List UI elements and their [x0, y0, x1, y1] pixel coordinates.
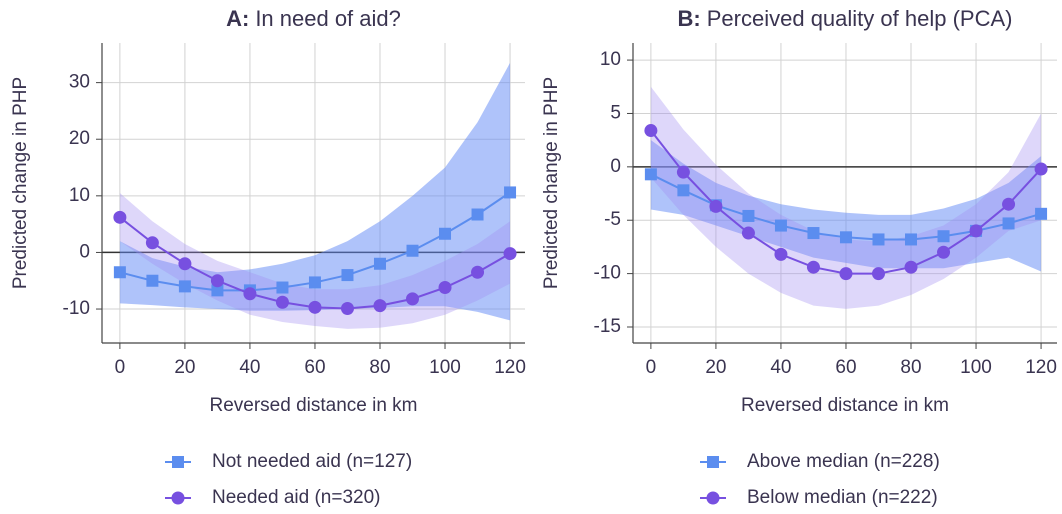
marker: [178, 257, 192, 271]
marker: [211, 284, 224, 297]
marker: [146, 274, 159, 287]
marker: [839, 231, 852, 244]
x-tick-label: 80: [900, 357, 921, 378]
marker: [807, 227, 820, 240]
marker: [373, 257, 386, 270]
x-tick-label: 40: [239, 357, 260, 378]
x-tick-label: 0: [646, 357, 657, 378]
marker: [438, 281, 452, 295]
y-tick-label: -10: [63, 298, 90, 319]
marker: [872, 233, 885, 246]
marker: [839, 267, 853, 281]
x-tick-label: 120: [494, 357, 526, 378]
marker: [937, 245, 951, 259]
x-tick-label: 60: [835, 357, 856, 378]
x-tick-label: 0: [115, 357, 126, 378]
chart-title: A: In need of aid?: [226, 6, 401, 31]
marker: [503, 247, 517, 261]
marker: [406, 244, 419, 257]
x-tick-label: 20: [705, 357, 726, 378]
x-tick-label: 100: [429, 357, 461, 378]
panel: 0 20 40 60 80 100 120 -15 -10 -5 0 5 10 Above median …: [541, 6, 1057, 508]
marker: [113, 210, 127, 224]
panel: 0 20 40 60 80 100 120 -10 0 10 20 30 Not needed aid …: [10, 6, 526, 508]
marker: [676, 165, 690, 179]
marker: [969, 224, 983, 238]
marker: [774, 247, 788, 261]
marker: [439, 227, 452, 240]
marker: [210, 274, 224, 288]
panel-label: B:: [678, 6, 701, 31]
marker: [373, 299, 387, 313]
marker: [1034, 162, 1048, 176]
y-tick-label: 10: [600, 49, 621, 70]
x-tick-label: 60: [304, 357, 325, 378]
legend-marker: [171, 491, 185, 505]
y-tick-label: 5: [610, 102, 621, 123]
marker: [741, 226, 755, 240]
y-tick-label: 10: [69, 185, 90, 206]
legend-label: Needed aid (n=320): [212, 487, 381, 508]
marker: [178, 280, 191, 293]
marker: [406, 292, 420, 306]
panel-label: A:: [226, 6, 249, 31]
marker: [341, 269, 354, 282]
x-axis-label: Reversed distance in km: [209, 395, 417, 416]
marker: [871, 267, 885, 281]
legend-marker: [172, 456, 184, 468]
marker: [1002, 197, 1016, 211]
y-tick-label: 30: [69, 72, 90, 93]
x-tick-label: 100: [960, 357, 992, 378]
marker: [1002, 217, 1015, 230]
x-tick-label: 80: [369, 357, 390, 378]
marker: [937, 230, 950, 243]
marker: [644, 124, 658, 138]
y-tick-label: 20: [69, 128, 90, 149]
title-text: Perceived quality of help (PCA): [707, 6, 1013, 31]
x-axis-label: Reversed distance in km: [741, 395, 949, 416]
marker: [113, 266, 126, 279]
marker: [504, 186, 517, 199]
x-tick-label: 120: [1025, 357, 1057, 378]
y-tick-label: -15: [594, 316, 621, 337]
marker: [806, 260, 820, 274]
marker: [905, 233, 918, 246]
y-tick-label: -5: [604, 209, 621, 230]
y-tick-label: 0: [79, 241, 90, 262]
marker: [243, 287, 257, 301]
marker: [308, 276, 321, 289]
y-axis-label: Predicted change in PHP: [541, 77, 562, 289]
marker: [471, 265, 485, 279]
x-tick-label: 40: [770, 357, 791, 378]
legend-marker: [706, 491, 720, 505]
x-tick-label: 20: [174, 357, 195, 378]
chart-title: B: Perceived quality of help (PCA): [678, 6, 1013, 31]
marker: [275, 295, 289, 309]
y-tick-label: -10: [594, 263, 621, 284]
legend-label: Not needed aid (n=127): [212, 451, 412, 472]
marker: [1035, 207, 1048, 220]
marker: [644, 168, 657, 181]
marker: [904, 260, 918, 274]
marker: [276, 281, 289, 294]
legend-label: Above median (n=228): [747, 451, 940, 472]
legend-label: Below median (n=222): [747, 487, 938, 508]
marker: [145, 236, 159, 250]
marker: [774, 219, 787, 232]
marker: [742, 209, 755, 222]
y-tick-label: 0: [610, 156, 621, 177]
marker: [308, 300, 322, 314]
marker: [340, 301, 354, 315]
y-axis-label: Predicted change in PHP: [10, 77, 31, 289]
marker: [471, 208, 484, 221]
marker: [677, 184, 690, 197]
marker: [709, 199, 723, 213]
legend-marker: [707, 456, 719, 468]
title-text: In need of aid?: [255, 6, 401, 31]
